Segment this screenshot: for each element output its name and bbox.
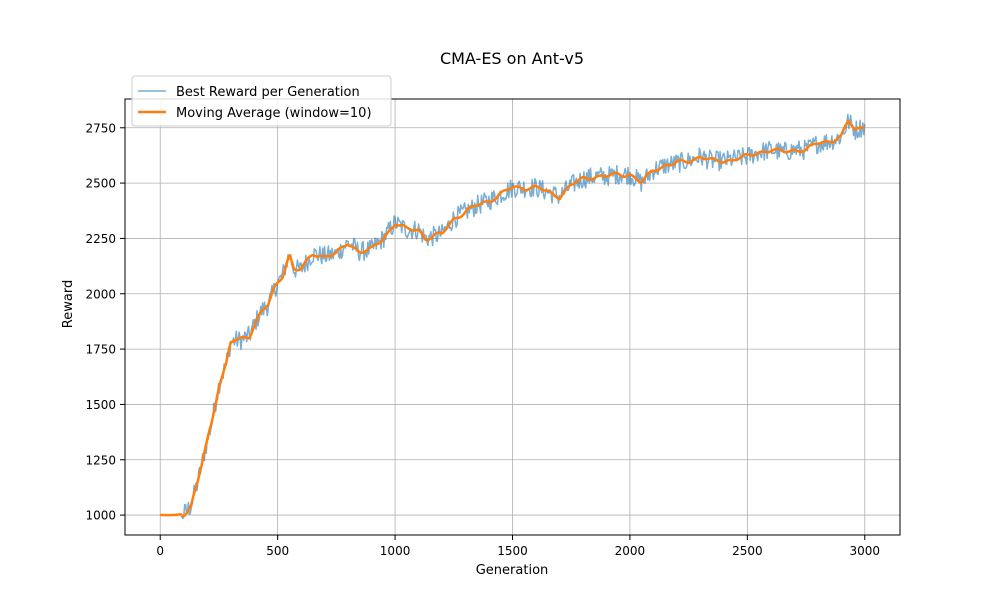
x-axis-label: Generation (476, 563, 549, 578)
x-axis-ticks: 0 500 1000 1500 2000 2500 3000 (156, 535, 880, 558)
series-line-moving-average (159, 120, 866, 518)
x-tick-label: 500 (266, 544, 289, 558)
legend: Best Reward per Generation Moving Averag… (131, 75, 392, 127)
legend-label-best-reward: Best Reward per Generation (176, 85, 360, 100)
x-tick-label: 2000 (615, 544, 646, 558)
y-tick-label: 2250 (85, 232, 116, 246)
x-tick-label: 2500 (732, 544, 763, 558)
x-tick-label: 0 (156, 544, 164, 558)
y-tick-label: 1500 (85, 398, 116, 412)
chart-title: CMA-ES on Ant-v5 (440, 49, 584, 68)
y-tick-label: 2750 (85, 121, 116, 135)
x-tick-label: 1500 (497, 544, 528, 558)
x-tick-label: 3000 (849, 544, 880, 558)
y-tick-label: 1250 (85, 453, 116, 467)
y-tick-label: 2500 (85, 177, 116, 191)
y-tick-label: 2000 (85, 287, 116, 301)
legend-label-moving-average: Moving Average (window=10) (176, 106, 372, 121)
y-axis-label: Reward (61, 280, 76, 328)
y-tick-label: 1750 (85, 343, 116, 357)
y-axis-ticks: 1000 1250 1500 1750 2000 2250 2500 2750 (85, 121, 125, 523)
x-tick-label: 1000 (380, 544, 411, 558)
legend-box (131, 75, 392, 127)
y-tick-label: 1000 (85, 509, 116, 523)
series-layer (159, 113, 866, 520)
